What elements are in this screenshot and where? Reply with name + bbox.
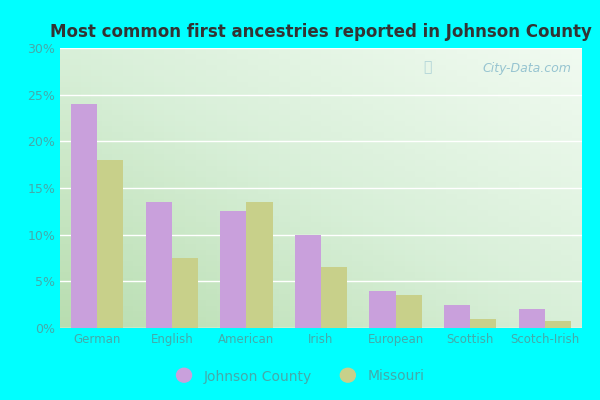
Text: City-Data.com: City-Data.com — [482, 62, 572, 75]
Bar — [295, 235, 321, 328]
Bar — [321, 267, 347, 328]
Bar — [395, 295, 422, 328]
Bar — [97, 160, 124, 328]
Bar — [370, 291, 395, 328]
Bar — [71, 104, 97, 328]
Bar — [444, 305, 470, 328]
Bar — [518, 309, 545, 328]
Bar — [172, 258, 198, 328]
Legend: Johnson County, Missouri: Johnson County, Missouri — [170, 364, 430, 389]
Bar — [220, 211, 247, 328]
Bar — [247, 202, 272, 328]
Bar — [470, 319, 496, 328]
Title: Most common first ancestries reported in Johnson County: Most common first ancestries reported in… — [50, 23, 592, 41]
Bar — [545, 322, 571, 328]
Text: 🔍: 🔍 — [423, 61, 431, 74]
Bar — [146, 202, 172, 328]
